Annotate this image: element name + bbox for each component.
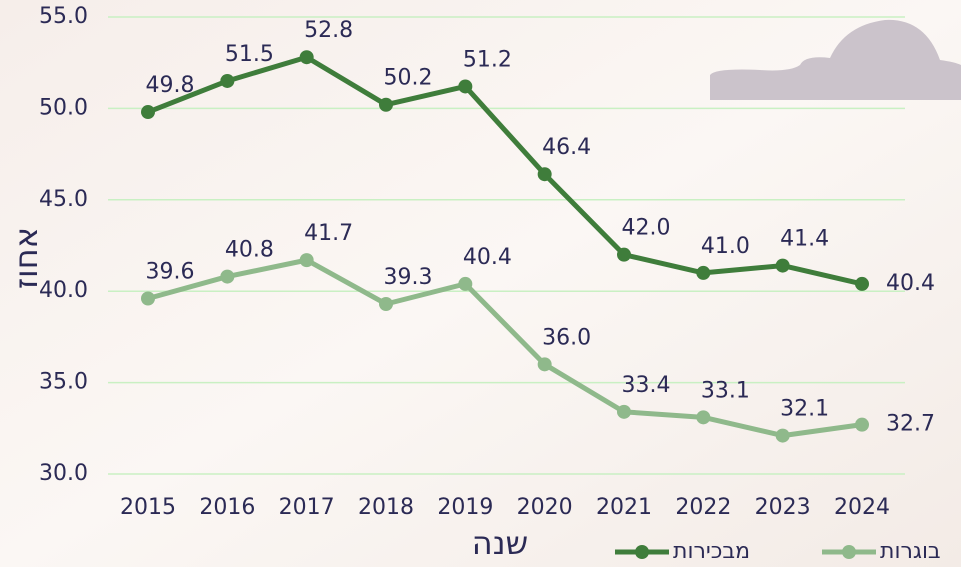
value-label: 36.0 bbox=[542, 325, 591, 350]
point bbox=[775, 428, 790, 443]
x-tick-label: 2018 bbox=[358, 495, 414, 520]
point bbox=[458, 79, 473, 94]
point bbox=[220, 73, 235, 88]
point bbox=[537, 357, 552, 372]
legend-marker bbox=[842, 545, 856, 559]
x-tick-label: 2020 bbox=[517, 495, 573, 520]
point bbox=[855, 276, 869, 291]
x-tick-label: 2015 bbox=[120, 495, 176, 520]
y-tick-label: 35.0 bbox=[39, 370, 88, 395]
y-tick-label: 45.0 bbox=[39, 187, 88, 212]
y-tick-label: 50.0 bbox=[39, 95, 88, 120]
x-axis-label: שנה bbox=[472, 524, 528, 562]
x-tick-label: 2017 bbox=[279, 495, 335, 520]
x-tick-label: 2021 bbox=[596, 495, 652, 520]
y-axis-label: אחוז bbox=[7, 227, 45, 289]
point bbox=[855, 417, 869, 432]
value-label: 41.4 bbox=[780, 227, 829, 252]
cloud bbox=[710, 19, 961, 101]
point bbox=[141, 105, 155, 120]
value-label: 51.2 bbox=[463, 47, 512, 72]
point bbox=[696, 265, 711, 280]
value-label: 33.4 bbox=[622, 373, 671, 398]
series-line bbox=[147, 54, 863, 287]
point bbox=[537, 167, 552, 182]
x-tick-label: 2023 bbox=[755, 495, 811, 520]
point bbox=[696, 410, 711, 425]
value-label: 40.4 bbox=[463, 245, 512, 270]
point bbox=[617, 404, 631, 419]
point bbox=[141, 291, 155, 306]
y-tick-label: 40.0 bbox=[39, 278, 88, 303]
value-label: 39.6 bbox=[146, 260, 195, 285]
value-label: 33.1 bbox=[701, 378, 750, 403]
x-tick-label: 2019 bbox=[437, 495, 493, 520]
x-tick-label: 2016 bbox=[199, 495, 255, 520]
point bbox=[775, 258, 790, 273]
series-line bbox=[147, 257, 863, 439]
value-label: 50.2 bbox=[384, 66, 433, 91]
value-label: 42.0 bbox=[622, 216, 671, 241]
value-label: 52.8 bbox=[304, 18, 353, 43]
x-tick-label: 2022 bbox=[675, 495, 731, 520]
y-tick-label: 30.0 bbox=[39, 461, 88, 486]
value-label: 49.8 bbox=[146, 73, 195, 98]
point bbox=[220, 269, 235, 284]
legend-label: בוגרות bbox=[880, 539, 941, 564]
point bbox=[379, 97, 393, 112]
point bbox=[299, 50, 314, 65]
value-label: 41.7 bbox=[304, 221, 353, 246]
point bbox=[458, 276, 473, 291]
value-label: 39.3 bbox=[384, 265, 433, 290]
value-label: 40.4 bbox=[886, 271, 935, 296]
value-label: 51.5 bbox=[225, 42, 274, 67]
point bbox=[617, 247, 631, 262]
value-label: 41.0 bbox=[701, 234, 750, 259]
x-tick-label: 2024 bbox=[834, 495, 890, 520]
legend-label: מבכירות bbox=[673, 539, 750, 564]
value-label: 46.4 bbox=[542, 135, 591, 160]
value-label: 32.7 bbox=[886, 412, 935, 437]
point bbox=[379, 296, 393, 311]
y-tick-label: 55.0 bbox=[39, 4, 88, 29]
value-label: 32.1 bbox=[780, 397, 829, 422]
point bbox=[299, 253, 314, 268]
legend-marker bbox=[635, 545, 649, 559]
value-label: 40.8 bbox=[225, 238, 274, 263]
